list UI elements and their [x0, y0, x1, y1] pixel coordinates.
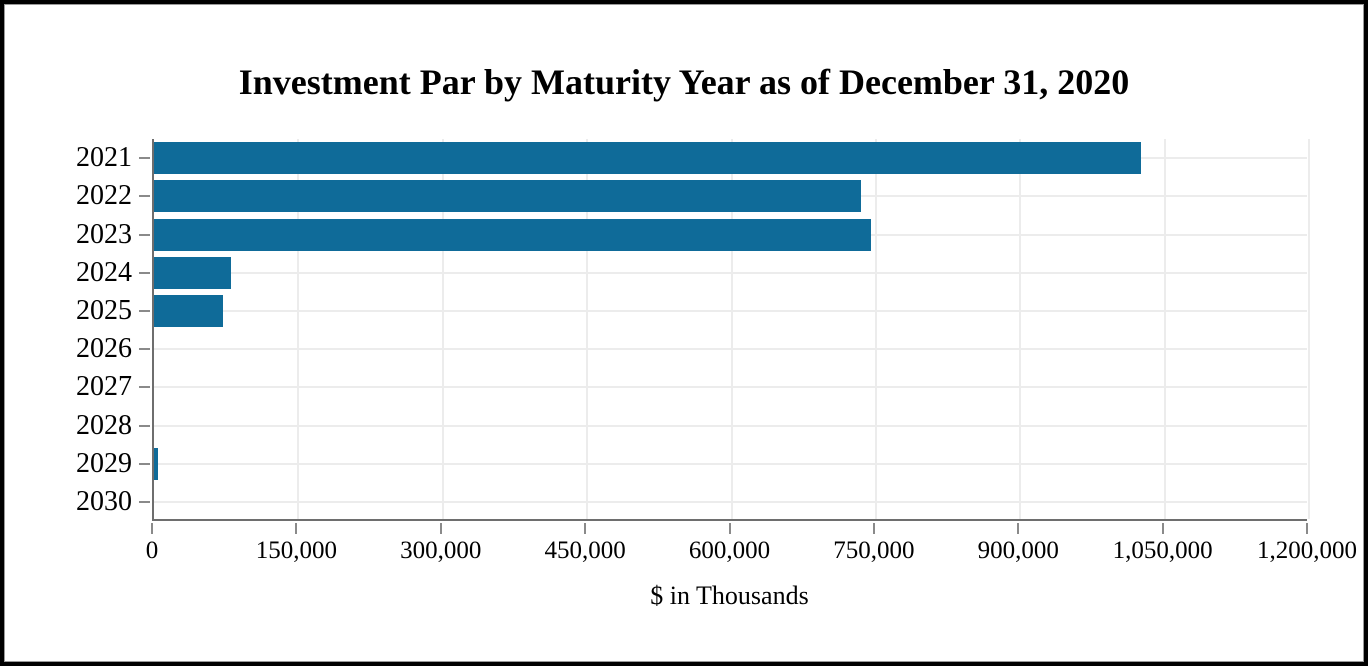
- y-axis-tick: [139, 233, 150, 236]
- bar-2023: [154, 218, 872, 251]
- y-axis-tick: [139, 195, 150, 198]
- x-tick-label: 150,000: [255, 537, 337, 564]
- x-tick-label: 600,000: [688, 537, 771, 564]
- x-tick-label: 1,050,000: [1112, 537, 1213, 564]
- y-tick-label: 2027: [76, 371, 132, 403]
- y-gridline: [154, 309, 1307, 312]
- y-axis-tick: [139, 386, 150, 389]
- y-gridline: [154, 500, 1307, 503]
- y-gridline: [154, 462, 1307, 465]
- x-tick-label: 900,000: [977, 537, 1059, 564]
- y-tick-label: 2023: [76, 218, 132, 250]
- bar-2029: [154, 447, 159, 480]
- x-gridline: [874, 139, 877, 519]
- y-gridline: [154, 386, 1307, 389]
- y-tick-label: 2025: [76, 294, 132, 326]
- x-axis-tick: [439, 523, 442, 534]
- chart-title: Investment Par by Maturity Year as of De…: [238, 62, 1130, 102]
- y-axis-tick: [139, 348, 150, 351]
- x-axis-tick: [295, 523, 298, 534]
- x-axis-tick: [1161, 523, 1164, 534]
- x-tick-label: 750,000: [833, 537, 915, 564]
- y-gridline: [154, 348, 1307, 351]
- x-gridline: [1308, 139, 1310, 519]
- x-tick-label: 1,200,000: [1257, 537, 1357, 564]
- y-axis-tick: [139, 271, 150, 274]
- x-gridline: [730, 139, 733, 519]
- y-axis-tick: [139, 462, 150, 465]
- y-tick-label: 2029: [76, 447, 132, 479]
- y-tick-label: 2030: [76, 485, 132, 517]
- bar-2021: [154, 142, 1141, 175]
- y-axis-tick: [139, 157, 150, 160]
- y-tick-label: 2028: [76, 409, 132, 441]
- x-tick-label: 300,000: [400, 537, 482, 564]
- x-gridline: [1163, 139, 1166, 519]
- y-axis-tick: [139, 424, 150, 427]
- y-axis-tick: [139, 309, 150, 312]
- y-axis-tick: [139, 500, 150, 503]
- y-gridline: [154, 271, 1307, 274]
- x-axis-tick: [728, 523, 731, 534]
- y-tick-label: 2024: [76, 256, 132, 288]
- y-tick-label: 2021: [76, 142, 132, 174]
- bar-2025: [154, 294, 224, 327]
- x-axis-title: $ in Thousands: [650, 581, 809, 610]
- x-axis-tick: [1017, 523, 1020, 534]
- x-gridline: [441, 139, 444, 519]
- y-tick-label: 2026: [76, 333, 132, 365]
- x-tick-label: 450,000: [544, 537, 626, 564]
- x-axis-tick: [872, 523, 875, 534]
- x-gridline: [1019, 139, 1022, 519]
- x-axis-tick: [584, 523, 587, 534]
- x-tick-label: 0: [145, 537, 159, 564]
- bar-2022: [154, 180, 862, 213]
- bar-2024: [154, 256, 231, 289]
- x-gridline: [586, 139, 589, 519]
- y-tick-label: 2022: [76, 180, 132, 212]
- x-axis-tick: [151, 523, 153, 534]
- y-gridline: [154, 424, 1307, 427]
- x-axis-tick: [1306, 523, 1308, 534]
- plot-area: [152, 139, 1310, 521]
- x-gridline: [297, 139, 300, 519]
